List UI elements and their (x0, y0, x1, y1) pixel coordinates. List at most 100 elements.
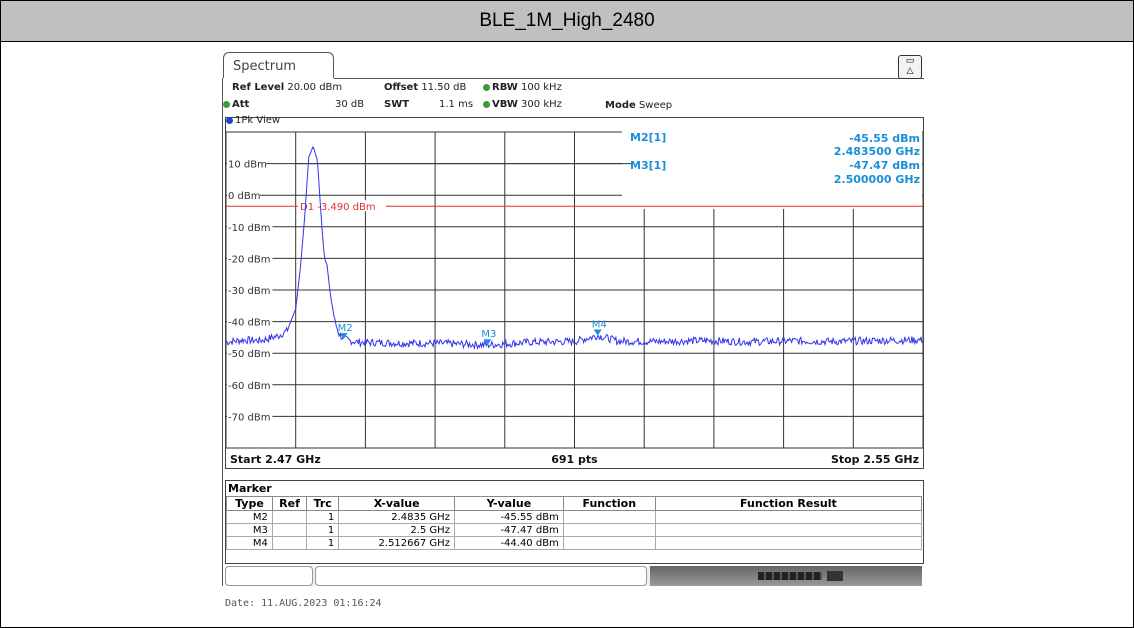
table-cell (562, 536, 656, 550)
table-cell (271, 510, 308, 524)
marker-table-header: Y-value (453, 496, 564, 511)
tab-spectrum[interactable]: Spectrum (223, 52, 334, 78)
table-cell: 2.4835 GHz (338, 510, 455, 524)
table-cell: M2 (226, 510, 273, 524)
y-tick-label-bg (227, 219, 273, 233)
marker-table-panel: Marker Type Ref Trc X-value Y-value Function F… (225, 480, 924, 564)
mode: Mode Sweep (605, 100, 673, 111)
att-coupled-icon (223, 100, 230, 108)
start-frequency-label: Start 2.47 GHz (230, 453, 321, 466)
softkey-bar (225, 566, 922, 586)
table-cell: 1 (306, 523, 340, 537)
marker-m3-label: M3 (481, 329, 496, 340)
att: Att (223, 99, 249, 110)
marker-table-header: Ref (271, 496, 308, 511)
y-tick-label: 0 dBm (228, 191, 261, 202)
y-tick-label-bg (227, 156, 267, 170)
marker-table-header: Trc (306, 496, 340, 511)
swt: SWT (384, 99, 410, 110)
marker-table-header: Function (562, 496, 656, 511)
vbw: VBW 300 kHz (483, 99, 562, 110)
marker-table-title: Marker (228, 482, 272, 495)
ref-level: Ref Level 20.00 dBm (232, 82, 343, 93)
tab-divider (334, 78, 924, 79)
table-cell (562, 510, 656, 524)
softkey-status[interactable] (315, 566, 647, 586)
y-tick-label: -60 dBm (228, 381, 270, 392)
marker-table-header: X-value (338, 496, 455, 511)
y-tick-label-bg (227, 377, 273, 391)
points-label: 691 pts (551, 453, 598, 466)
table-cell: -44.40 dBm (453, 536, 564, 550)
y-tick-label-bg (227, 188, 260, 202)
activity-icon (827, 571, 843, 581)
marker-m4-label: M4 (592, 320, 607, 331)
y-tick-label: -40 dBm (228, 318, 270, 329)
readout-m2-label: M2[1] (630, 131, 666, 144)
y-tick-label: -20 dBm (228, 254, 270, 265)
marker-m3-triangle (483, 339, 492, 346)
table-cell: 2.5 GHz (338, 523, 455, 537)
marker-table-header: Type (226, 496, 273, 511)
readout-m3-level: -47.47 dBm (849, 159, 920, 172)
table-cell: M4 (226, 536, 273, 550)
rbw-coupled-icon (483, 83, 490, 91)
tab-divider-left (222, 78, 223, 586)
table-cell: -47.47 dBm (453, 523, 564, 537)
y-tick-label-bg (227, 409, 273, 423)
table-cell (271, 536, 308, 550)
table-cell: 1 (306, 536, 340, 550)
readout-m2-freq: 2.483500 GHz (834, 145, 920, 158)
readout-m3-label: M3[1] (630, 159, 666, 172)
vbw-coupled-icon (483, 100, 490, 108)
softkey-left[interactable] (225, 566, 313, 586)
offset: Offset 11.50 dB (384, 82, 467, 93)
table-cell: M3 (226, 523, 273, 537)
progress-bar (758, 572, 822, 580)
table-cell: 1 (306, 510, 340, 524)
table-cell: -45.55 dBm (453, 510, 564, 524)
y-tick-label: -10 dBm (228, 223, 270, 234)
y-tick-label: -30 dBm (228, 286, 270, 297)
table-cell (654, 536, 923, 550)
rbw: RBW 100 kHz (483, 82, 562, 93)
display-line-label: D1 -3.490 dBm (300, 202, 376, 213)
marker-readout-bg (622, 131, 922, 209)
marker-table-header: Function Result (654, 496, 923, 511)
table-cell (654, 523, 923, 537)
stop-frequency-label: Stop 2.55 GHz (831, 453, 919, 466)
readout-m3-freq: 2.500000 GHz (834, 173, 920, 186)
marker-m2-triangle (339, 333, 348, 340)
table-row: M2 1 2.4835 GHz -45.55 dBm (226, 510, 923, 524)
table-row: M4 1 2.512667 GHz -44.40 dBm (226, 536, 923, 550)
display-config-icon[interactable]: ▭ △ (898, 55, 922, 79)
table-row: M3 1 2.5 GHz -47.47 dBm (226, 523, 923, 537)
capture-date: Date: 11.AUG.2023 01:16:24 (225, 598, 382, 609)
marker-table: Type Ref Trc X-value Y-value Function Function… (226, 496, 923, 550)
y-tick-label-bg (227, 314, 273, 328)
page-title: BLE_1M_High_2480 (1, 1, 1133, 42)
y-tick-label: -50 dBm (228, 349, 270, 360)
trace-1-line (226, 145, 923, 350)
table-cell (562, 523, 656, 537)
y-tick-label-bg (227, 346, 273, 360)
analyzer-screenshot: Spectrum ▭ △ Ref Level 20.00 dBm Offset 1… (222, 52, 924, 586)
table-cell (271, 523, 308, 537)
spectrum-chart: 10 dBm 0 dBm -10 dBm -20 dBm -30 dBm -40 dBm -… (225, 117, 924, 469)
display-line-label-bg (298, 200, 386, 212)
swt-value: 1.1 ms (439, 99, 474, 110)
readout-m2-level: -45.55 dBm (849, 132, 920, 145)
marker-m2-label: M2 (338, 323, 353, 334)
status-indicator (650, 566, 922, 586)
y-tick-label-bg (227, 251, 273, 265)
spectrum-plot: 10 dBm 0 dBm -10 dBm -20 dBm -30 dBm -40 dBm -… (226, 131, 923, 466)
trace-view-label: 1Pk View (226, 115, 280, 126)
y-tick-label: 10 dBm (228, 160, 267, 171)
y-tick-label: -70 dBm (228, 412, 270, 423)
att-value: 30 dB (335, 99, 365, 110)
marker-m4-triangle (593, 329, 602, 336)
table-cell (654, 510, 923, 524)
y-tick-label-bg (227, 283, 273, 296)
trace-indicator-icon (226, 116, 233, 124)
